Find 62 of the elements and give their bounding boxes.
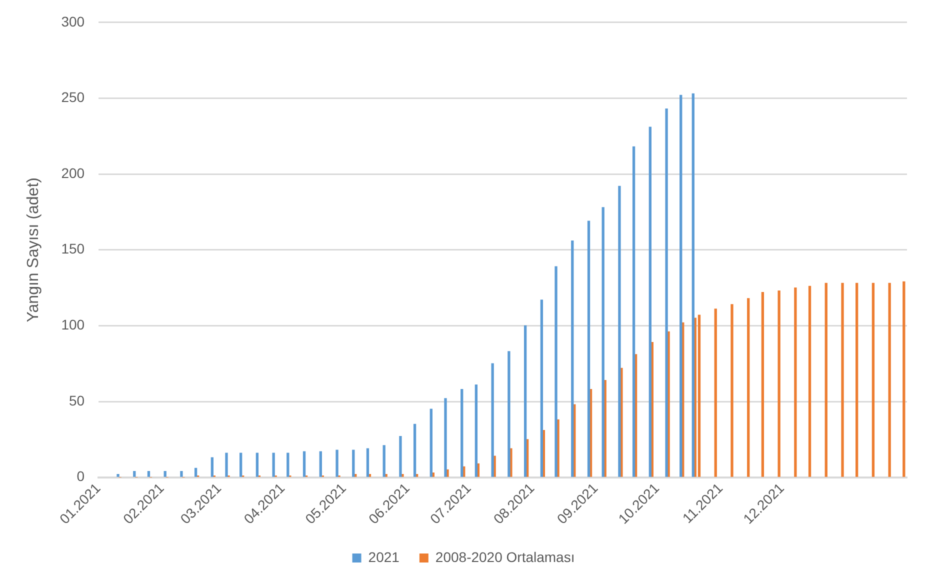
y-tick-label: 200 (61, 164, 85, 181)
bar (286, 452, 290, 477)
y-tick-label: 50 (68, 392, 85, 408)
bar (382, 445, 386, 477)
bar (180, 470, 183, 477)
bar (225, 452, 228, 477)
bar (272, 452, 275, 477)
bar (761, 292, 764, 477)
bar (587, 220, 590, 477)
bar (888, 282, 891, 477)
bar (747, 298, 750, 477)
bar (680, 94, 682, 477)
bar (698, 314, 701, 477)
bar (692, 93, 694, 477)
bar (210, 457, 214, 477)
bar (508, 351, 510, 477)
bar (430, 408, 432, 477)
bar (856, 282, 858, 477)
bar (474, 384, 478, 477)
y-tick-label: 150 (61, 240, 85, 257)
bar (632, 146, 636, 477)
bar (491, 363, 494, 477)
bar (714, 308, 717, 477)
bar (319, 451, 322, 477)
bar (524, 325, 527, 477)
bar (399, 436, 402, 477)
bar (352, 450, 355, 477)
bar (730, 304, 734, 477)
bar (444, 398, 447, 477)
bar (256, 452, 259, 477)
bar (824, 282, 828, 477)
y-tick-label: 100 (61, 316, 85, 333)
bar (808, 286, 812, 477)
bar (540, 300, 544, 477)
bar (794, 287, 797, 477)
bar (336, 450, 338, 477)
bar (302, 451, 306, 477)
bar (665, 108, 668, 477)
bar (164, 470, 166, 477)
bar (571, 240, 574, 477)
bar (239, 452, 242, 477)
bar (133, 470, 136, 477)
bar (554, 266, 558, 477)
bar (147, 470, 150, 477)
y-tick-label: 250 (61, 89, 85, 106)
bar (841, 282, 844, 477)
bar (413, 424, 416, 477)
bar (602, 207, 604, 477)
bar (116, 474, 120, 477)
y-axis-title: Yangın Sayısı (adet) (25, 178, 42, 322)
bar (366, 448, 370, 477)
y-tick-label: 0 (76, 468, 85, 484)
bar (460, 389, 464, 477)
bar (194, 468, 198, 477)
bar (872, 282, 875, 477)
legend-label: 2021 (368, 548, 400, 565)
bar (618, 186, 621, 477)
bar (778, 290, 780, 477)
legend-label: 2008-2020 Ortalaması (435, 548, 575, 565)
bar (902, 281, 906, 477)
y-tick-label: 300 (61, 13, 85, 30)
bar (648, 126, 652, 477)
